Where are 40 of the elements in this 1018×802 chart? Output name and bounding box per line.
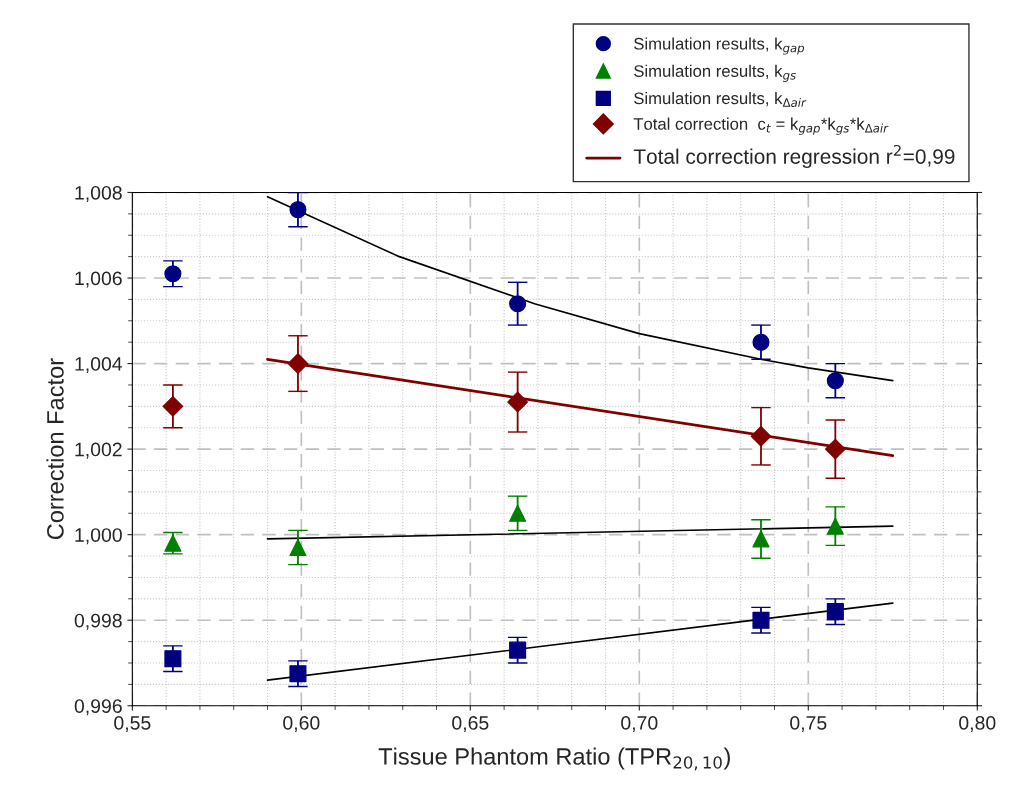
x-tick-label: 0,80 (959, 716, 996, 733)
point (750, 425, 772, 447)
y-tick-label: 1,004 (75, 357, 123, 374)
point (507, 391, 529, 413)
point (826, 603, 844, 621)
point (289, 665, 307, 683)
point (752, 333, 770, 351)
x-tick-label: 0,65 (452, 716, 489, 733)
point (824, 438, 846, 460)
legend-label: Simulation results, k$_{gap}$ (634, 37, 805, 55)
x-axis-title: Tissue Phantom Ratio (TPR$_{20,10}$) (378, 747, 730, 771)
point (289, 201, 307, 219)
point (826, 372, 844, 390)
y-axis-title: Correction Factor (46, 358, 64, 540)
point (162, 395, 184, 417)
point (509, 641, 527, 659)
x-tick-label: 0,55 (114, 716, 151, 733)
legend-label: Simulation results, k$_{Δair}$ (634, 91, 807, 107)
point (164, 265, 182, 283)
point (164, 650, 182, 668)
y-tick-label: 1,008 (75, 185, 122, 203)
legend-label: Simulation results, k$_{gs}$ (634, 64, 796, 82)
point (752, 611, 770, 629)
point (752, 530, 770, 548)
point (287, 353, 309, 374)
point (509, 295, 527, 313)
legend-label: Total correction c$_{t}$ = k$_{gap}$*k$_{gs}$*k$_{Δair}$ (633, 117, 889, 135)
legend-label: Total correction regression r$^{2}$=0,99 (633, 144, 955, 169)
x-tick-label: 0,70 (621, 716, 658, 733)
x-tick-label: 0,60 (283, 716, 320, 733)
y-tick-label: 0,996 (74, 699, 122, 716)
y-tick-label: 1,006 (75, 271, 122, 288)
x-tick-label: 0,75 (790, 716, 827, 733)
y-tick-label: 1,002 (75, 442, 122, 459)
point (289, 538, 307, 557)
line-series (266, 195, 894, 382)
y-tick-label: 0,998 (74, 613, 122, 630)
y-tick-label: 1,000 (75, 528, 122, 545)
point (826, 517, 844, 535)
point (509, 504, 527, 522)
